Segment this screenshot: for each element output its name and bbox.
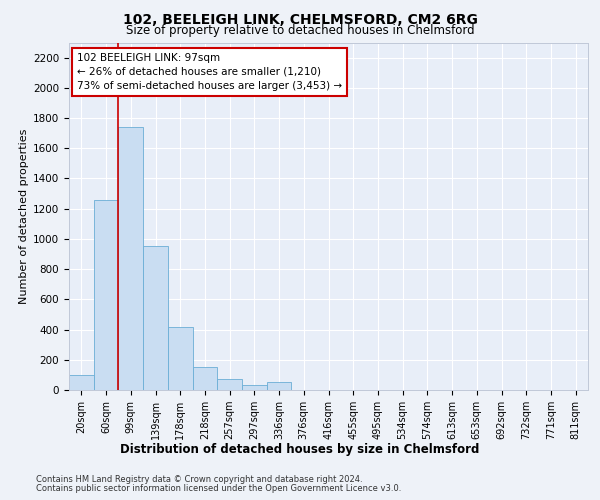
Text: 102, BEELEIGH LINK, CHELMSFORD, CM2 6RG: 102, BEELEIGH LINK, CHELMSFORD, CM2 6RG bbox=[122, 12, 478, 26]
Bar bbox=[193, 368, 217, 390]
Text: Distribution of detached houses by size in Chelmsford: Distribution of detached houses by size … bbox=[121, 442, 479, 456]
Bar bbox=[143, 246, 168, 390]
Y-axis label: Number of detached properties: Number of detached properties bbox=[19, 128, 29, 304]
Bar bbox=[267, 382, 292, 390]
Text: Contains HM Land Registry data © Crown copyright and database right 2024.: Contains HM Land Registry data © Crown c… bbox=[36, 475, 362, 484]
Bar bbox=[118, 127, 143, 390]
Bar bbox=[217, 380, 242, 390]
Bar bbox=[168, 328, 193, 390]
Text: Size of property relative to detached houses in Chelmsford: Size of property relative to detached ho… bbox=[125, 24, 475, 37]
Text: 102 BEELEIGH LINK: 97sqm
← 26% of detached houses are smaller (1,210)
73% of sem: 102 BEELEIGH LINK: 97sqm ← 26% of detach… bbox=[77, 53, 342, 91]
Bar bbox=[94, 200, 118, 390]
Text: Contains public sector information licensed under the Open Government Licence v3: Contains public sector information licen… bbox=[36, 484, 401, 493]
Bar bbox=[69, 375, 94, 390]
Bar bbox=[242, 384, 267, 390]
